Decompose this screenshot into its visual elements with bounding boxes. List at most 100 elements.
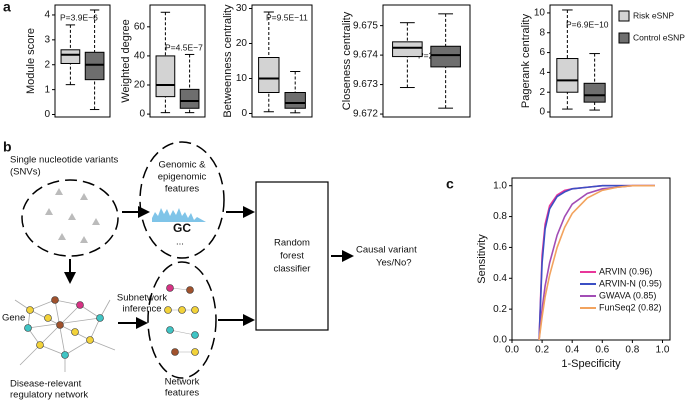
- box: [556, 58, 579, 93]
- panel-label: b: [3, 139, 12, 155]
- panel-label: a: [3, 0, 11, 15]
- plot-frame: [149, 4, 206, 118]
- y-tick-label: 9.674: [353, 50, 378, 61]
- box: [430, 45, 461, 68]
- x-axis-label: 1-Specificity: [561, 358, 621, 370]
- label: forest: [280, 251, 304, 262]
- ellipse: [139, 141, 225, 259]
- legend-label: ARVIN (0.96): [599, 266, 652, 276]
- ellipse: [21, 179, 119, 257]
- roc-curve: [538, 184, 655, 341]
- subnetwork-nodes: [164, 284, 199, 356]
- y-tick-label: 4: [539, 67, 545, 78]
- plot-frame: [549, 4, 613, 118]
- y-tick-label: 2: [44, 59, 50, 70]
- annotation: P=6.9E−10: [566, 19, 609, 29]
- y-tick-label: 9.675: [353, 20, 378, 31]
- y-tick-label: 0.8: [493, 211, 507, 222]
- box: [392, 41, 423, 58]
- box: [258, 57, 280, 93]
- x-tick-label: 1.0: [656, 345, 670, 356]
- y-tick-label: 0.6: [493, 242, 507, 253]
- label: classifier: [274, 264, 311, 275]
- box: [284, 92, 306, 109]
- y-tick-label: 40: [134, 51, 146, 62]
- x-tick-label: 0.0: [505, 345, 519, 356]
- x-tick-label: 0.8: [625, 345, 639, 356]
- network-nodes: [24, 296, 104, 359]
- label: features: [165, 388, 200, 399]
- signal-icon: [152, 208, 206, 222]
- roc-curve: [538, 184, 655, 341]
- roc-curve: [538, 184, 655, 341]
- plot-frame: [382, 4, 471, 118]
- y-axis-label: Closeness centrality: [341, 11, 353, 110]
- y-tick-label: 10: [236, 73, 248, 84]
- label: Subnetwork: [117, 293, 167, 304]
- legend-label: ARVIN-N (0.95): [599, 278, 662, 288]
- y-tick-label: 4: [44, 10, 50, 21]
- y-tick-label: 2: [539, 87, 545, 98]
- y-tick-label: 20: [236, 38, 248, 49]
- box: [60, 49, 81, 64]
- x-tick-label: 0.6: [595, 345, 609, 356]
- label: Genomic &: [159, 160, 207, 171]
- label: Single nucleotide variants: [10, 155, 119, 166]
- x-tick-label: 0.4: [565, 345, 579, 356]
- label: Gene: [2, 313, 25, 324]
- label: Yes/No?: [376, 258, 412, 269]
- label: regulatory network: [10, 390, 88, 400]
- y-tick-label: 3: [44, 34, 50, 45]
- plot-frame: [251, 4, 313, 118]
- legend-swatch: [618, 32, 630, 44]
- y-tick-label: 0.4: [493, 273, 507, 284]
- legend-label: FunSeq2 (0.82): [599, 302, 662, 312]
- annotation: P=9.5E−11: [266, 12, 308, 22]
- y-tick-label: 0: [139, 109, 145, 120]
- label: Causal variant: [356, 245, 417, 256]
- roc-curve: [538, 184, 655, 341]
- y-axis-label: Weighted degree: [120, 19, 132, 103]
- box: [179, 88, 200, 109]
- y-axis-label: Betweenness centrality: [222, 4, 234, 118]
- label: Random: [274, 238, 310, 249]
- y-tick-label: 30: [236, 3, 248, 14]
- y-axis-label: Module score: [25, 28, 37, 94]
- y-tick-label: 1.0: [493, 180, 507, 191]
- legend-swatch: [618, 10, 630, 22]
- box: [155, 55, 176, 98]
- y-tick-label: 0: [241, 108, 247, 119]
- box: [583, 82, 606, 103]
- ellipse: [147, 261, 217, 379]
- logo-icon: GC: [173, 221, 191, 235]
- y-axis-label: Pagerank centrality: [520, 13, 532, 108]
- annotation: P=3.9E−6: [60, 12, 98, 22]
- legend-label: Control eSNP: [633, 32, 685, 42]
- panel-label: c: [446, 176, 454, 192]
- y-tick-label: 9.672: [353, 109, 378, 120]
- y-tick-label: 60: [134, 21, 146, 32]
- label: features: [165, 184, 200, 195]
- plot-frame: [54, 4, 111, 118]
- label: epigenomic: [158, 172, 207, 183]
- y-tick-label: 1: [44, 84, 50, 95]
- y-tick-label: 0: [44, 109, 50, 120]
- diagram: Single nucleotide variants (SNVs) Genomi…: [2, 141, 417, 400]
- y-tick-label: 8: [539, 27, 545, 38]
- label: Network: [165, 377, 200, 388]
- y-tick-label: 20: [134, 80, 146, 91]
- x-tick-label: 0.2: [535, 345, 549, 356]
- y-tick-label: 10: [534, 8, 546, 19]
- y-tick-label: 0.2: [493, 304, 507, 315]
- y-tick-label: 0: [539, 107, 545, 118]
- label: Disease-relevant: [10, 379, 82, 390]
- legend-label: GWAVA (0.85): [599, 290, 656, 300]
- legend-label: Risk eSNP: [633, 10, 674, 20]
- y-tick-label: 0.0: [493, 335, 507, 346]
- y-axis-label: Sensitivity: [476, 234, 488, 284]
- y-tick-label: 6: [539, 47, 545, 58]
- label: ...: [176, 237, 184, 248]
- box: [84, 51, 105, 81]
- annotation: P=4.5E−7: [165, 42, 203, 52]
- label: inference: [122, 304, 161, 315]
